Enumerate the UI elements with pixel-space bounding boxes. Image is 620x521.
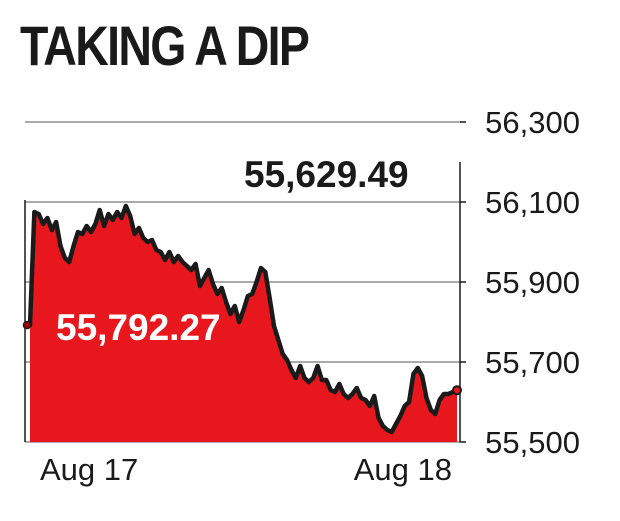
y-tick-marks (460, 121, 466, 443)
y-tick-labels: 56,300 56,100 55,900 55,700 55,500 (485, 105, 580, 460)
chart-title: TAKING A DIP (20, 14, 310, 77)
close-value-label: 55,629.49 (244, 154, 409, 195)
x-tick-label: Aug 18 (354, 452, 452, 487)
series-line (27, 203, 460, 435)
x-tick-labels: Aug 17 Aug 18 (40, 452, 452, 487)
y-tick-label: 56,100 (485, 185, 580, 220)
y-tick-label: 55,500 (485, 425, 580, 460)
y-tick-label: 56,300 (485, 105, 580, 140)
y-tick-label: 55,700 (485, 345, 580, 380)
x-tick-label: Aug 17 (40, 452, 138, 487)
series-area (30, 206, 457, 442)
open-value-label: 55,792.27 (56, 307, 221, 348)
y-tick-label: 55,900 (485, 265, 580, 300)
close-point-marker (452, 385, 462, 396)
open-point-marker (22, 320, 32, 330)
